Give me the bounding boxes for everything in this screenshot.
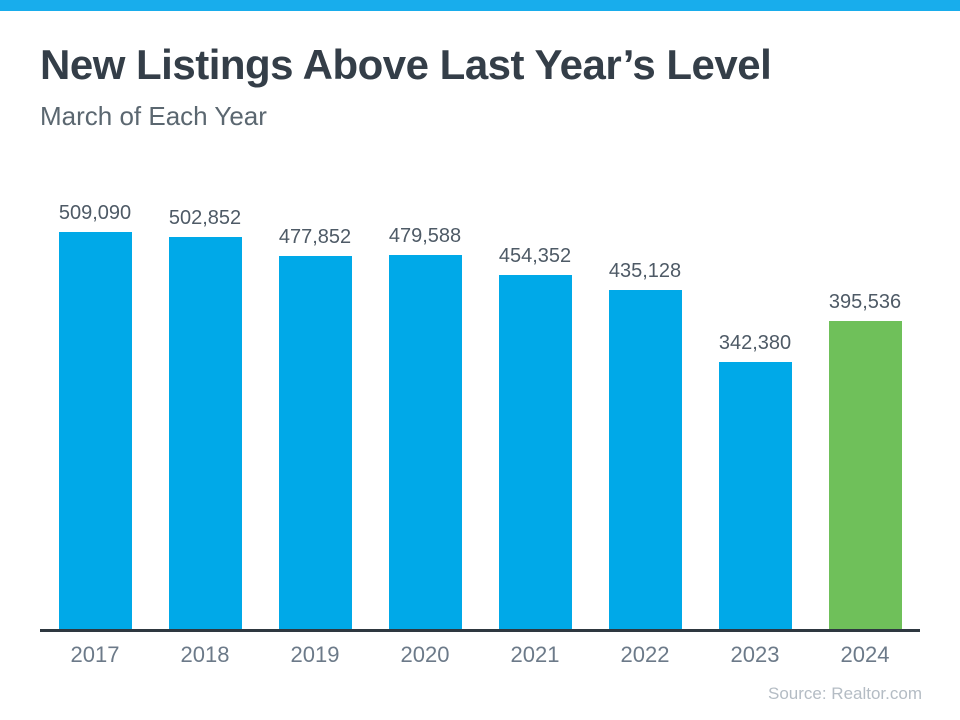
bar-column-2018: 502,852 bbox=[150, 190, 260, 630]
x-axis-label-2024: 2024 bbox=[840, 642, 890, 667]
bar-2018 bbox=[168, 237, 242, 630]
bar-2019 bbox=[278, 256, 352, 630]
bar-2022 bbox=[608, 290, 682, 630]
bar-value-label-2017: 509,090 bbox=[58, 202, 132, 224]
bar-value-label-2023: 342,380 bbox=[718, 332, 792, 354]
bar-value-label-2024: 395,536 bbox=[828, 291, 902, 313]
bar-2020 bbox=[388, 255, 462, 630]
x-axis-label-2019: 2019 bbox=[290, 642, 340, 667]
chart-header: New Listings Above Last Year’s Level Mar… bbox=[40, 41, 772, 132]
plot-area: 509,090 502,852 477,852 479,588 454,352 435,1… bbox=[40, 190, 920, 630]
bar-value-label-2018: 502,852 bbox=[168, 207, 242, 229]
source-attribution: Source: Realtor.com bbox=[767, 684, 922, 703]
bar-column-2019: 477,852 bbox=[260, 190, 370, 630]
bar-column-2021: 454,352 bbox=[480, 190, 590, 630]
bar-column-2023: 342,380 bbox=[700, 190, 810, 630]
bar-2021 bbox=[498, 275, 572, 630]
x-axis-label-2020: 2020 bbox=[400, 642, 450, 667]
bar-value-label-2022: 435,128 bbox=[608, 260, 682, 282]
x-axis-label-2018: 2018 bbox=[180, 642, 230, 667]
bar-2024 bbox=[828, 321, 902, 630]
bar-column-2022: 435,128 bbox=[590, 190, 700, 630]
x-axis-label-2017: 2017 bbox=[70, 642, 120, 667]
top-accent-bar bbox=[0, 0, 960, 11]
bar-column-2024: 395,536 bbox=[810, 190, 920, 630]
chart-subtitle: March of Each Year bbox=[40, 101, 267, 132]
x-axis-label-2023: 2023 bbox=[730, 642, 780, 667]
bar-column-2017: 509,090 bbox=[40, 190, 150, 630]
bar-2017 bbox=[58, 232, 132, 630]
bar-value-label-2020: 479,588 bbox=[388, 225, 462, 247]
x-axis-labels: 2017 2018 2019 2020 2021 2022 2023 2024 bbox=[40, 642, 920, 668]
bar-value-label-2019: 477,852 bbox=[278, 226, 352, 248]
x-axis-label-2022: 2022 bbox=[620, 642, 670, 667]
x-axis-label-2021: 2021 bbox=[510, 642, 560, 667]
bar-column-2020: 479,588 bbox=[370, 190, 480, 630]
bar-value-label-2021: 454,352 bbox=[498, 245, 572, 267]
x-axis-line bbox=[40, 629, 920, 632]
chart-title: New Listings Above Last Year’s Level bbox=[40, 41, 772, 88]
bar-2023 bbox=[718, 362, 792, 630]
